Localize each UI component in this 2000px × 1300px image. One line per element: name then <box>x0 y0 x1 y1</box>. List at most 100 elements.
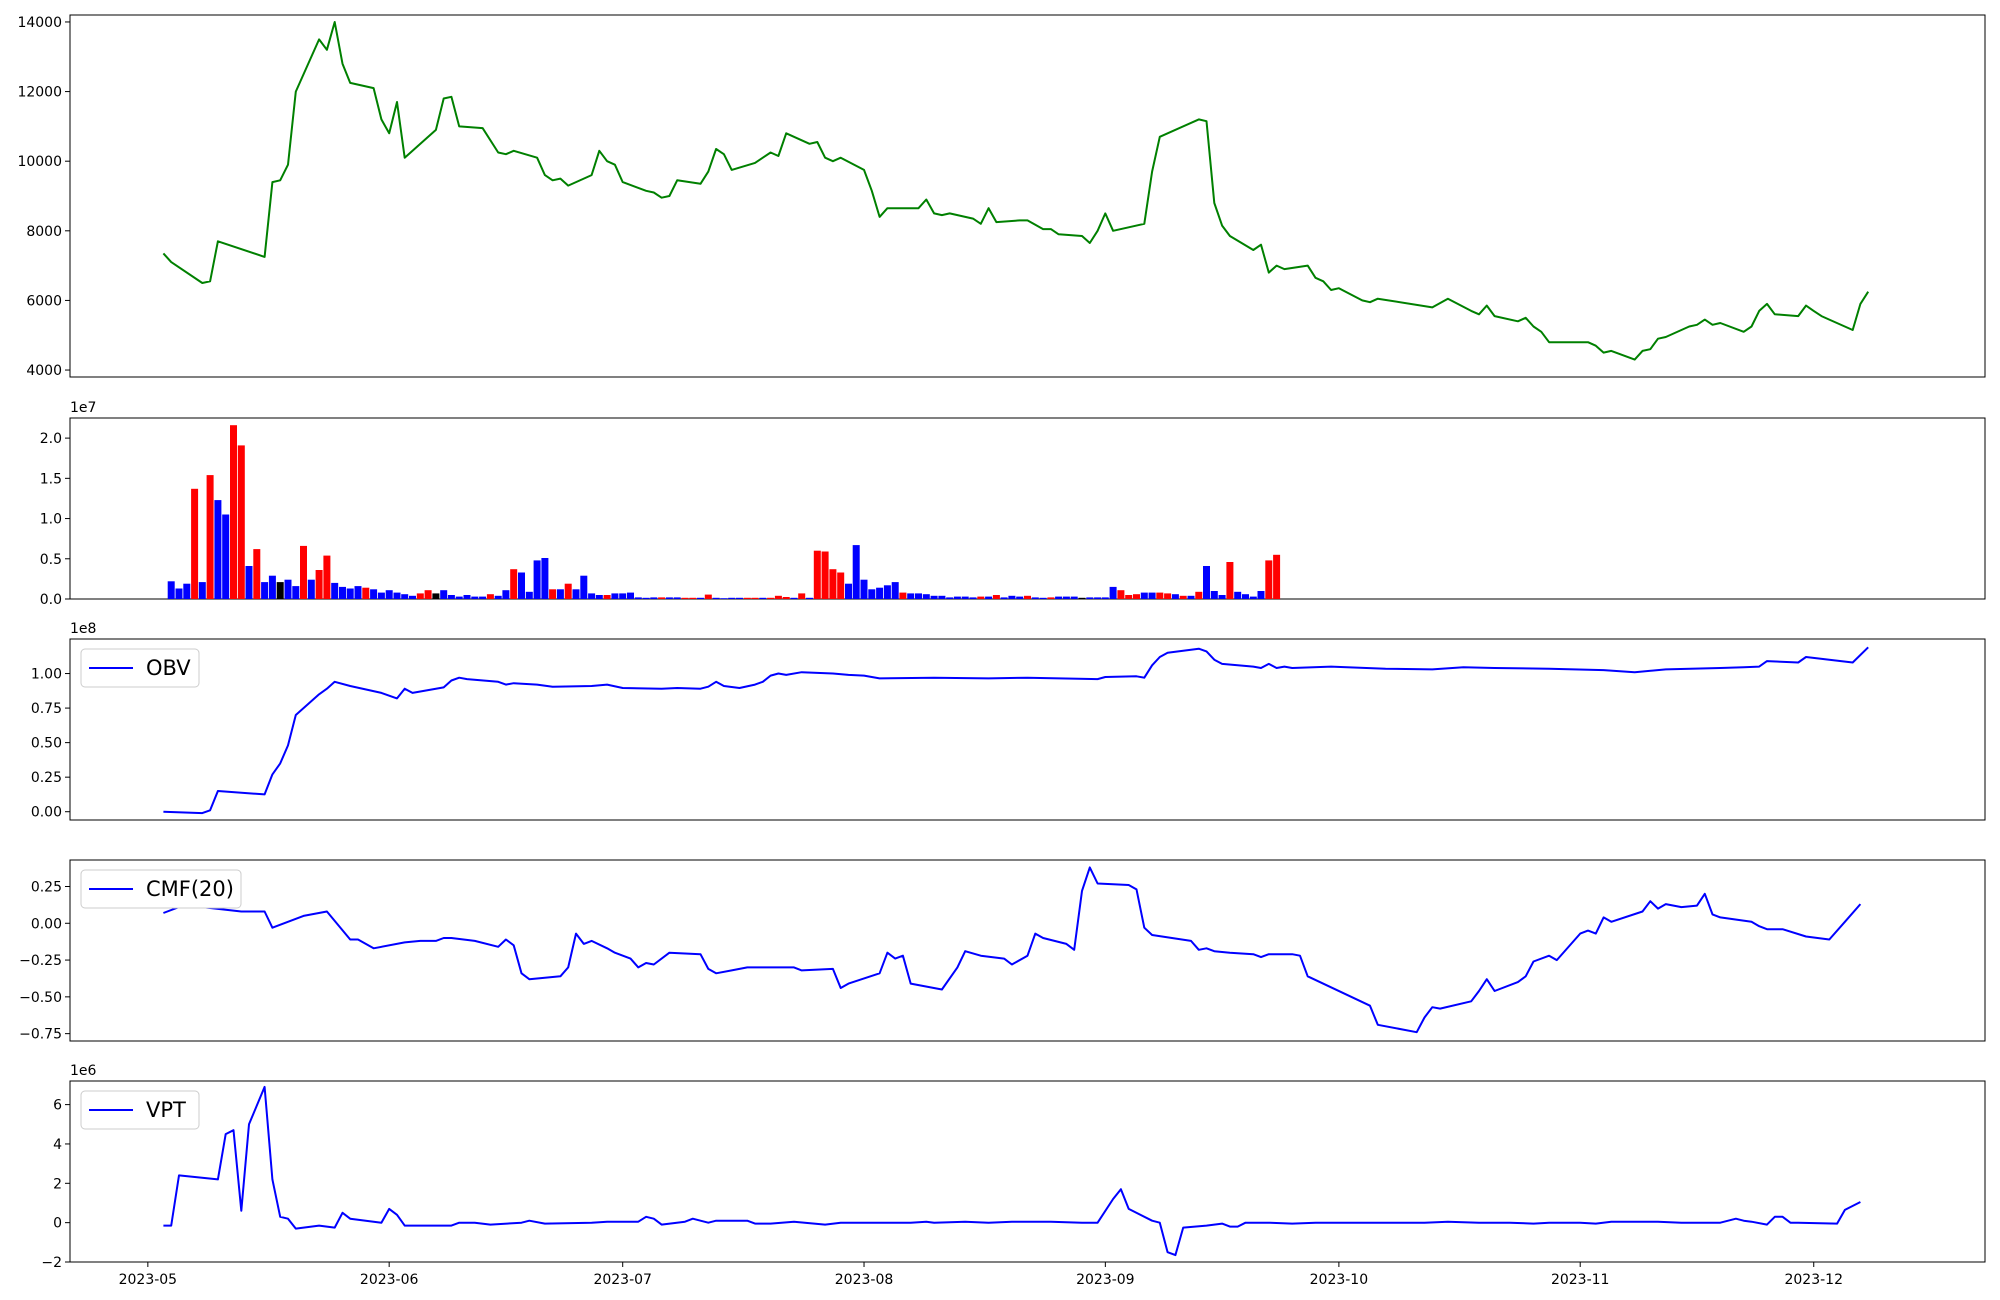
x-tick-label: 2023-11 <box>1551 1272 1610 1288</box>
volume-bar <box>1187 595 1195 599</box>
volume-bar <box>751 597 759 599</box>
volume-bar <box>183 583 191 599</box>
volume-bar <box>393 592 401 599</box>
volume-bar <box>774 595 782 599</box>
legend-box <box>80 869 242 909</box>
y-tick-label: 0.50 <box>31 736 62 752</box>
volume-bar <box>619 593 627 599</box>
axis-scale-label: 1e8 <box>70 621 96 637</box>
volume-bar <box>798 593 806 599</box>
volume-bar <box>852 545 860 599</box>
vpt-axes-frame <box>69 1080 1986 1263</box>
volume-bar <box>860 579 868 599</box>
volume-bar <box>354 586 362 599</box>
volume-bar <box>1273 554 1281 599</box>
volume-bar <box>510 569 518 599</box>
y-tick-label: 2.0 <box>40 431 62 447</box>
price-plot-area: 4000 6000 8000 10000 12000 14000 <box>17 15 1870 379</box>
volume-bar <box>1133 594 1140 599</box>
volume-bar <box>518 572 525 599</box>
volume-bar <box>736 597 743 599</box>
volume-bar <box>1265 560 1273 599</box>
vpt-series-line <box>163 1085 1861 1257</box>
volume-bar <box>1140 592 1148 599</box>
volume-bar <box>1039 597 1047 599</box>
volume-bar <box>1226 562 1234 599</box>
volume-bar <box>339 586 346 599</box>
volume-bar <box>1109 586 1117 599</box>
legend-label: VPT <box>146 1098 186 1122</box>
volume-bar <box>494 595 502 599</box>
volume-bar <box>463 595 471 599</box>
date-axis: 2023-05 2023-06 2023-07 2023-08 2023-09 2023-… <box>119 1262 1843 1288</box>
volume-bar <box>564 583 572 599</box>
volume-bar <box>525 591 533 599</box>
volume-bar <box>876 587 884 599</box>
x-tick-label: 2023-05 <box>119 1272 178 1288</box>
volume-bar <box>697 597 704 599</box>
y-tick-label: 2 <box>53 1176 62 1192</box>
volume-bar <box>1086 597 1094 599</box>
volume-bar <box>883 585 891 599</box>
volume-bar <box>915 593 922 599</box>
y-tick-label: 0.00 <box>31 916 62 932</box>
volume-bar <box>969 597 977 599</box>
y-tick-label: 0 <box>53 1216 62 1232</box>
volume-bar <box>362 587 370 599</box>
volume-bar <box>930 595 938 599</box>
y-tick-label: 1.5 <box>40 471 62 487</box>
volume-bar <box>650 597 658 599</box>
volume-bar <box>307 579 315 599</box>
volume-bar <box>634 597 642 599</box>
volume-bar <box>946 597 954 599</box>
y-tick-label: 8000 <box>26 224 62 240</box>
y-tick-label: 4000 <box>26 363 62 379</box>
y-tick-label: 1.0 <box>40 512 62 528</box>
y-tick-label: 6 <box>53 1098 62 1114</box>
price-series-line <box>162 21 1870 361</box>
volume-bar <box>1070 596 1078 599</box>
volume-bar <box>167 581 175 599</box>
volume-bar <box>658 597 666 599</box>
y-tick-label: 0.75 <box>31 701 62 717</box>
volume-bar <box>486 594 494 599</box>
volume-bar <box>1179 595 1187 599</box>
volume-bar <box>1047 597 1055 599</box>
volume-bar <box>479 596 487 599</box>
volume-bar <box>829 569 837 599</box>
x-tick-label: 2023-09 <box>1076 1272 1135 1288</box>
volume-bar <box>907 593 915 599</box>
volume-bar <box>813 550 821 599</box>
y-tick-label: −0.75 <box>19 1027 62 1043</box>
volume-bar <box>985 596 993 599</box>
volume-bar <box>1000 597 1008 599</box>
volume-bar <box>533 560 541 599</box>
volume-bar <box>447 595 455 599</box>
axis-scale-label: 1e7 <box>70 400 96 416</box>
volume-bar <box>1249 596 1257 599</box>
volume-bar <box>728 597 736 599</box>
volume-bar <box>938 595 946 599</box>
volume-bar <box>790 597 798 599</box>
volume-bar <box>549 589 557 599</box>
volume-bar <box>580 575 588 599</box>
volume-bar <box>712 597 720 599</box>
volume-bar <box>175 588 183 599</box>
volume-bar <box>331 582 339 599</box>
volume-bar <box>845 583 852 599</box>
volume-bar <box>222 514 230 599</box>
y-tick-label: 0.25 <box>31 770 62 786</box>
volume-bar <box>237 445 245 599</box>
price-axes-frame <box>69 14 1986 378</box>
volume-bar <box>837 572 845 599</box>
cmf-axes-frame <box>69 859 1986 1042</box>
volume-bar <box>1148 592 1156 599</box>
volume-bar <box>300 545 307 599</box>
x-tick-label: 2023-12 <box>1784 1272 1843 1288</box>
volume-bar <box>868 589 876 599</box>
volume-bar <box>1055 596 1063 599</box>
volume-bar <box>681 597 689 599</box>
volume-bar <box>1171 594 1179 599</box>
